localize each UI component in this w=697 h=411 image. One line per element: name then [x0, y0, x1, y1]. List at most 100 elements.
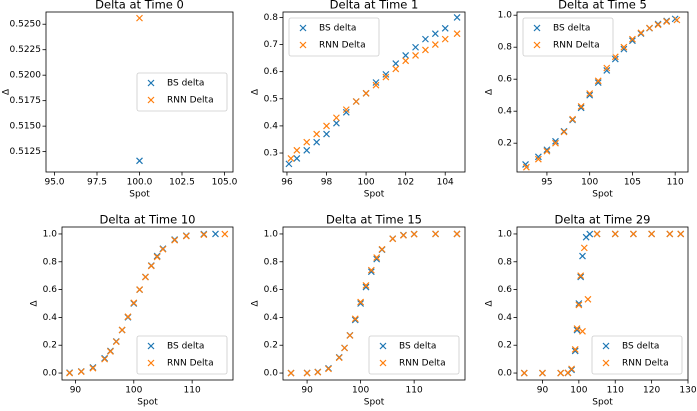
point: [666, 230, 674, 238]
marker-stroke: [568, 365, 575, 373]
point: [357, 300, 365, 307]
legend-marker: [147, 342, 155, 350]
x-tick-label: 105: [624, 178, 641, 188]
point: [571, 347, 579, 355]
y-tick-label: 0.5200: [10, 71, 42, 81]
point: [422, 35, 429, 43]
x-tick-label: 100.0: [127, 178, 153, 188]
x-tick-label: 100: [352, 386, 369, 396]
marker-stroke: [342, 106, 350, 114]
point: [373, 255, 381, 263]
point: [382, 70, 390, 78]
marker-stroke: [602, 359, 610, 367]
marker-stroke: [335, 354, 343, 362]
marker-stroke: [136, 286, 144, 294]
marker-stroke: [101, 355, 109, 363]
legend-box: [136, 72, 228, 112]
point: [212, 230, 219, 238]
point: [412, 51, 419, 59]
marker-stroke: [577, 102, 585, 110]
marker-stroke: [182, 232, 190, 240]
marker-stroke: [357, 298, 365, 306]
marker-stroke: [136, 14, 143, 22]
point: [575, 300, 583, 307]
point: [552, 139, 559, 147]
point: [432, 230, 439, 238]
marker-stroke: [520, 369, 528, 377]
marker-stroke: [577, 273, 585, 281]
point: [362, 283, 370, 291]
marker-stroke: [124, 313, 132, 321]
marker-stroke: [346, 332, 354, 339]
axes-frame: [45, 11, 234, 173]
point: [382, 73, 390, 81]
marker-stroke: [299, 41, 307, 49]
marker-stroke: [552, 137, 559, 145]
marker-stroke: [533, 24, 541, 32]
marker-stroke: [303, 138, 311, 146]
marker-stroke: [372, 79, 380, 86]
point: [453, 230, 461, 238]
legend-marker: [299, 41, 307, 49]
y-tick-label: 0.4: [498, 107, 513, 117]
marker-stroke: [539, 369, 546, 377]
point: [378, 245, 386, 253]
marker-stroke: [362, 89, 370, 97]
y-tick-label: 0.5150: [10, 122, 42, 132]
x-tick-label: 96: [281, 178, 293, 188]
marker-stroke: [392, 65, 400, 73]
marker-stroke: [677, 230, 685, 238]
point: [534, 155, 542, 163]
legend-label: BS delta: [622, 342, 659, 352]
point: [577, 273, 585, 281]
y-tick-label: 0.5250: [10, 20, 42, 30]
marker-stroke: [522, 163, 530, 171]
legend-marker: [602, 359, 610, 367]
point: [314, 368, 322, 376]
marker-stroke: [543, 147, 551, 155]
marker-stroke: [77, 368, 85, 376]
legend-marker: [533, 41, 541, 49]
y-tick-label: 0.0: [498, 369, 513, 379]
point: [441, 35, 449, 43]
legend-box: [522, 17, 614, 57]
marker-stroke: [389, 235, 397, 243]
y-tick-label: 0.5175: [10, 96, 42, 106]
point: [629, 35, 636, 43]
point: [569, 115, 576, 123]
x-tick-label: 95: [541, 178, 552, 188]
marker-stroke: [212, 230, 219, 238]
legend-label: BS delta: [167, 79, 204, 89]
marker-stroke: [453, 230, 461, 238]
marker-stroke: [118, 326, 126, 334]
y-tick-label: 0.5125: [10, 147, 42, 157]
point: [568, 365, 575, 373]
marker-stroke: [534, 155, 542, 163]
y-tick-label: 0.8: [264, 257, 279, 267]
legend-label: BS delta: [553, 24, 590, 34]
marker-stroke: [378, 245, 386, 253]
y-tick-label: 1.0: [498, 229, 513, 239]
marker-stroke: [648, 230, 656, 238]
point: [221, 230, 229, 238]
x-tick-label: 130: [679, 386, 696, 396]
point: [89, 364, 97, 372]
marker-stroke: [303, 369, 311, 377]
y-tick-label: 0.4: [264, 313, 279, 323]
point: [402, 51, 410, 59]
legend-label: RNN Delta: [167, 359, 214, 369]
x-tick-label: 100: [570, 386, 587, 396]
y-axis-label: Δ: [485, 300, 495, 307]
legend-marker: [147, 96, 155, 104]
point: [303, 138, 311, 146]
marker-stroke: [147, 342, 155, 350]
y-axis-label: Δ: [30, 300, 40, 307]
x-tick-label: 97.5: [87, 178, 107, 188]
point: [611, 55, 619, 63]
point: [402, 57, 410, 65]
point: [611, 53, 619, 61]
marker-stroke: [303, 146, 311, 154]
y-tick-label: 0.6: [498, 285, 513, 295]
marker-stroke: [629, 35, 636, 43]
x-tick-label: 98: [321, 178, 333, 188]
